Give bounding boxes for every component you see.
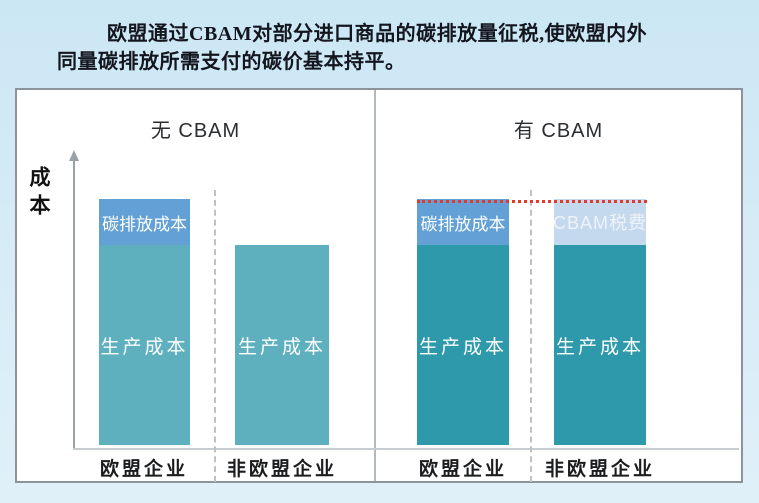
segment-production-cost: 生产成本 [235, 245, 329, 445]
dashed-divider-right-panel [530, 190, 532, 482]
segment-production-cost-label: 生产成本 [418, 336, 507, 358]
y-axis-label: 成本 [27, 166, 50, 222]
dashed-divider-left-panel [214, 190, 216, 482]
title-line-2: 同量碳排放所需支付的碳价基本持平。 [57, 51, 406, 73]
segment-production-cost: 生产成本 [99, 245, 190, 445]
segment-production-cost: 生产成本 [417, 245, 509, 445]
segment-carbon-cost: 碳排放成本 [99, 199, 190, 245]
bar-noneu-no-cbam: 生产成本 [235, 245, 329, 445]
chart-area: 无 CBAM 有 CBAM 成本 碳排放成本 生产成本 生产成本 [17, 90, 741, 482]
segment-production-cost-label: 生产成本 [555, 336, 644, 358]
segment-production-cost-label: 生产成本 [237, 336, 326, 358]
segment-cbam-tax-label: CBAM税费 [554, 213, 646, 233]
bar-eu-no-cbam: 碳排放成本 生产成本 [99, 199, 190, 445]
segment-production-cost: 生产成本 [554, 245, 646, 445]
panel-heading-no-cbam: 无 CBAM [150, 120, 241, 142]
y-axis-line [73, 160, 75, 449]
x-label-eu-no-cbam: 欧盟企业 [99, 459, 188, 480]
chart-panel: 无 CBAM 有 CBAM 成本 碳排放成本 生产成本 生产成本 [15, 88, 743, 483]
segment-carbon-cost-label: 碳排放成本 [420, 214, 506, 234]
segment-carbon-cost-label: 碳排放成本 [102, 214, 187, 234]
x-label-noneu-with-cbam: 非欧盟企业 [544, 459, 655, 480]
x-axis-baseline [73, 448, 739, 450]
panel-heading-with-cbam: 有 CBAM [513, 120, 604, 142]
y-axis-arrow-icon [69, 150, 79, 161]
x-label-noneu-no-cbam: 非欧盟企业 [226, 459, 337, 480]
segment-carbon-cost: 碳排放成本 [417, 199, 509, 245]
title-line-1: 欧盟通过CBAM对部分进口商品的碳排放量征税,使欧盟内外 [107, 23, 648, 45]
infographic-title: 欧盟通过CBAM对部分进口商品的碳排放量征税,使欧盟内外 同量碳排放所需支付的碳… [57, 20, 709, 76]
bar-noneu-with-cbam: CBAM税费 生产成本 [554, 199, 646, 445]
segment-production-cost-label: 生产成本 [100, 336, 189, 358]
x-label-eu-with-cbam: 欧盟企业 [418, 459, 507, 480]
panel-center-divider [374, 90, 376, 481]
equal-cost-dotted-line [417, 200, 647, 203]
bar-eu-with-cbam: 碳排放成本 生产成本 [417, 199, 509, 445]
segment-cbam-tax: CBAM税费 [554, 199, 646, 245]
